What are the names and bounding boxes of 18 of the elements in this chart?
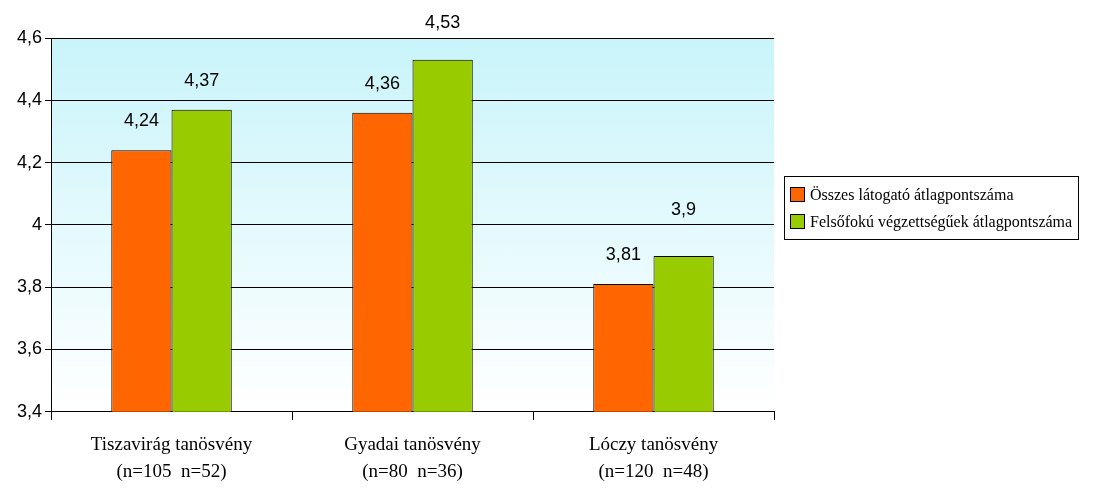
data-label: 4,53	[425, 11, 461, 32]
data-label: 4,36	[364, 72, 400, 93]
y-tick-label: 3,6	[16, 338, 43, 359]
data-label: 4,24	[123, 110, 159, 131]
y-tick-label: 4	[32, 213, 43, 234]
x-tick-label: Lóczy tanösvény (n=120 n=48)	[588, 433, 719, 482]
y-tick-label: 4,4	[16, 89, 43, 110]
data-label: 3,9	[671, 198, 697, 219]
y-tick-label: 4,6	[16, 26, 43, 47]
y-tick-label: 3,8	[16, 276, 43, 297]
legend-label: Felsőfokú végzettségűek átlagpontszáma	[810, 212, 1073, 233]
x-tick-label: Gyadai tanösvény (n=80 n=36)	[344, 433, 482, 482]
y-tick-label: 3,4	[16, 400, 43, 421]
data-label: 3,81	[605, 244, 641, 265]
x-tick-label: Tiszavirág tanösvény (n=105 n=52)	[90, 433, 253, 482]
legend-label: Összes látogató átlagpontszáma	[810, 185, 1014, 206]
data-label: 4,37	[184, 69, 220, 90]
y-tick-label: 4,2	[16, 151, 43, 172]
